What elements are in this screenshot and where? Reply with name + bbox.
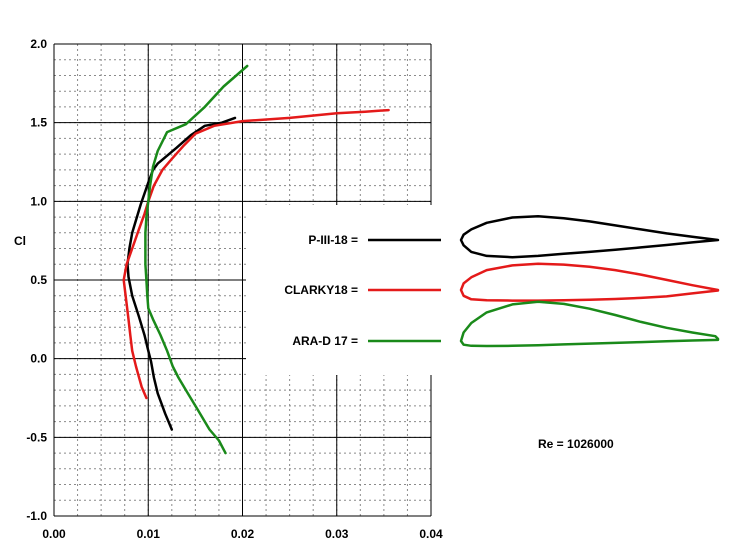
legend-label-0: P-III-18 = bbox=[308, 233, 358, 247]
y-tick-label: 1.5 bbox=[30, 116, 47, 130]
tick-labels: 0.00 0.01 0.02 0.03 0.04 -1.0 -0.5 0.0 0.5 1.0 1.5… bbox=[26, 37, 443, 541]
x-tick-label: 0.04 bbox=[419, 527, 443, 541]
x-tick-label: 0.03 bbox=[325, 527, 349, 541]
x-tick-label: 0.02 bbox=[231, 527, 255, 541]
series-line-0 bbox=[126, 116, 237, 431]
reynolds-annotation: Re = 1026000 bbox=[538, 437, 614, 451]
airfoil-outline-1 bbox=[459, 262, 720, 302]
y-axis-label: Cl bbox=[14, 234, 26, 248]
y-tick-label: 0.5 bbox=[30, 273, 47, 287]
x-tick-label: 0.00 bbox=[42, 527, 66, 541]
legend-label-2: ARA-D 17 = bbox=[292, 334, 358, 348]
y-tick-label: 0.0 bbox=[30, 352, 47, 366]
airfoil-outline-2 bbox=[459, 300, 720, 348]
y-tick-label: 1.0 bbox=[30, 194, 47, 208]
legend: P-III-18 = CLARKY18 = ARA-D 17 = bbox=[284, 214, 720, 348]
series-layer bbox=[122, 64, 390, 455]
legend-label-1: CLARKY18 = bbox=[284, 283, 358, 297]
x-tick-label: 0.01 bbox=[137, 527, 161, 541]
y-tick-label: -1.0 bbox=[26, 509, 47, 523]
y-tick-label: -0.5 bbox=[26, 430, 47, 444]
series-line-2 bbox=[144, 64, 249, 455]
airfoil-outline-0 bbox=[459, 214, 720, 259]
y-tick-label: 2.0 bbox=[30, 37, 47, 51]
